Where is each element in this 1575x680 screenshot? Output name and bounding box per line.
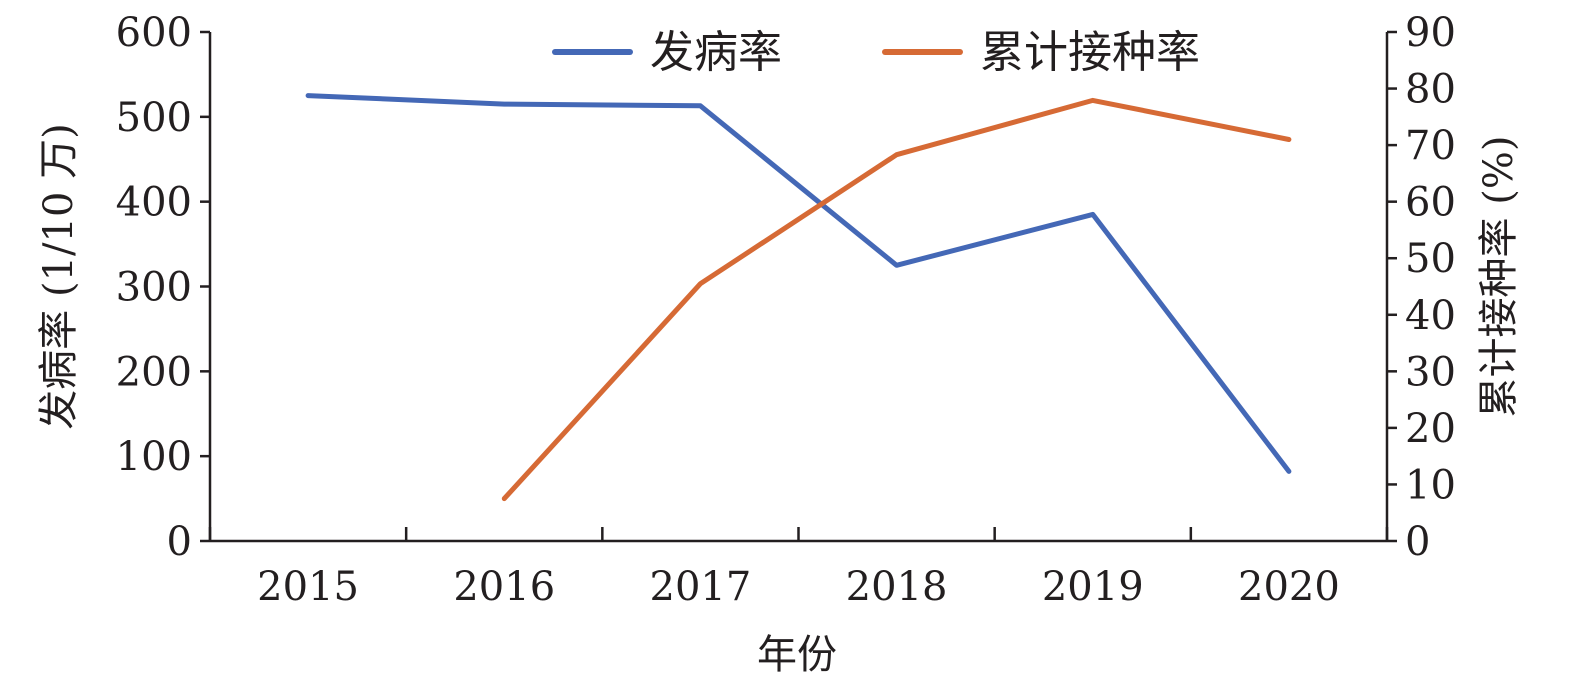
legend-label: 发病率: [650, 27, 782, 78]
left-y-tick-label: 300: [116, 265, 192, 311]
left-y-tick-label: 200: [116, 349, 192, 395]
left-y-tick-label: 100: [116, 434, 192, 480]
x-tick-label: 2018: [846, 564, 948, 610]
right-y-tick-label: 20: [1405, 406, 1456, 452]
x-tick-label: 2019: [1042, 564, 1144, 610]
left-y-tick-label: 0: [167, 519, 192, 565]
x-axis-title: 年份: [757, 632, 837, 678]
x-tick-label: 2015: [257, 564, 359, 610]
right-y-tick-label: 70: [1405, 123, 1456, 169]
right-y-tick-label: 30: [1405, 349, 1456, 395]
legend-label: 累计接种率: [980, 27, 1200, 78]
right-y-tick-label: 10: [1405, 462, 1456, 508]
left-y-tick-label: 500: [116, 95, 192, 141]
x-tick-label: 2020: [1238, 564, 1340, 610]
right-y-tick-label: 60: [1405, 180, 1456, 226]
series-line-incidence: [305, 93, 1292, 474]
left-y-axis-title: 发病率 (1/10 万): [36, 123, 82, 429]
x-tick-label: 2017: [650, 564, 752, 610]
x-tick-label: 2016: [453, 564, 555, 610]
right-y-tick-label: 90: [1405, 10, 1456, 56]
left-y-tick-label: 600: [116, 10, 192, 56]
right-y-tick-label: 50: [1405, 236, 1456, 282]
right-y-tick-label: 0: [1405, 519, 1430, 565]
series-line-vaccination: [501, 97, 1292, 502]
left-y-tick-label: 400: [116, 180, 192, 226]
right-y-axis-title: 累计接种率 (%): [1476, 136, 1522, 418]
right-y-tick-label: 40: [1405, 293, 1456, 339]
right-y-tick-label: 80: [1405, 67, 1456, 113]
